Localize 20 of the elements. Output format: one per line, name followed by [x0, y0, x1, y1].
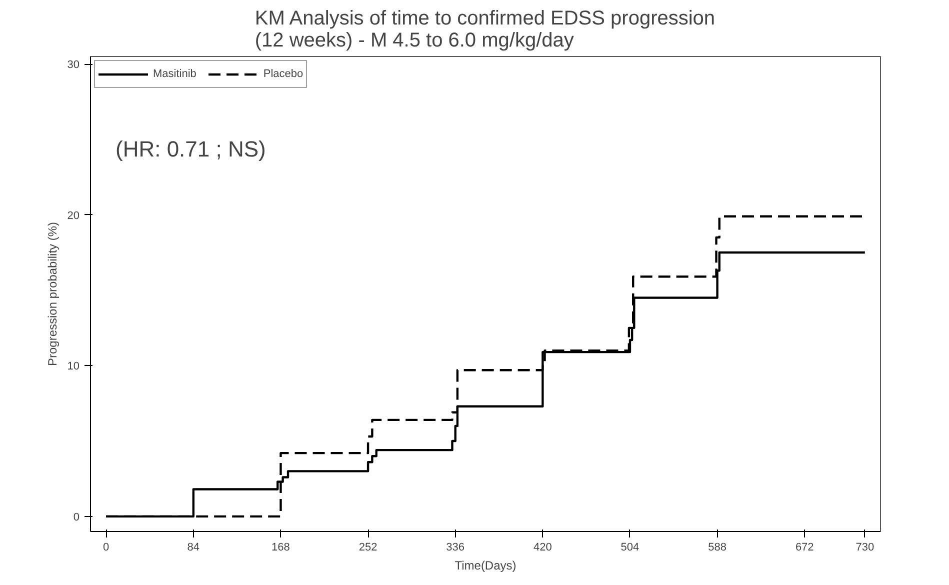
- legend-label: Placebo: [263, 68, 304, 80]
- x-tick-label: 588: [708, 542, 726, 554]
- x-tick-label: 672: [795, 542, 814, 554]
- y-tick-label: 30: [67, 59, 80, 72]
- x-tick-label: 730: [856, 542, 874, 554]
- x-tick-label: 336: [446, 542, 465, 554]
- y-tick-label: 10: [67, 360, 80, 373]
- annotation: (HR: 0.71 ; NS): [116, 136, 266, 162]
- x-axis-title: Time(Days): [454, 558, 516, 572]
- y-tick-label: 20: [67, 210, 80, 222]
- x-tick-label: 168: [272, 542, 290, 554]
- x-tick-label: 504: [620, 542, 640, 554]
- y-axis-title: Progression probability (%): [45, 222, 60, 366]
- x-tick-label: 84: [187, 542, 200, 554]
- x-tick-label: 252: [358, 542, 378, 554]
- x-tick-label: 420: [533, 542, 552, 554]
- chart-title: KM Analysis of time to confirmed EDSS progression (12 weeks) - M 4.5 to 6.0 mg/kg/day: [254, 8, 716, 52]
- x-tick-label: 0: [103, 542, 110, 554]
- y-tick-label: 0: [73, 511, 80, 524]
- legend-label: Masitinib: [153, 68, 196, 80]
